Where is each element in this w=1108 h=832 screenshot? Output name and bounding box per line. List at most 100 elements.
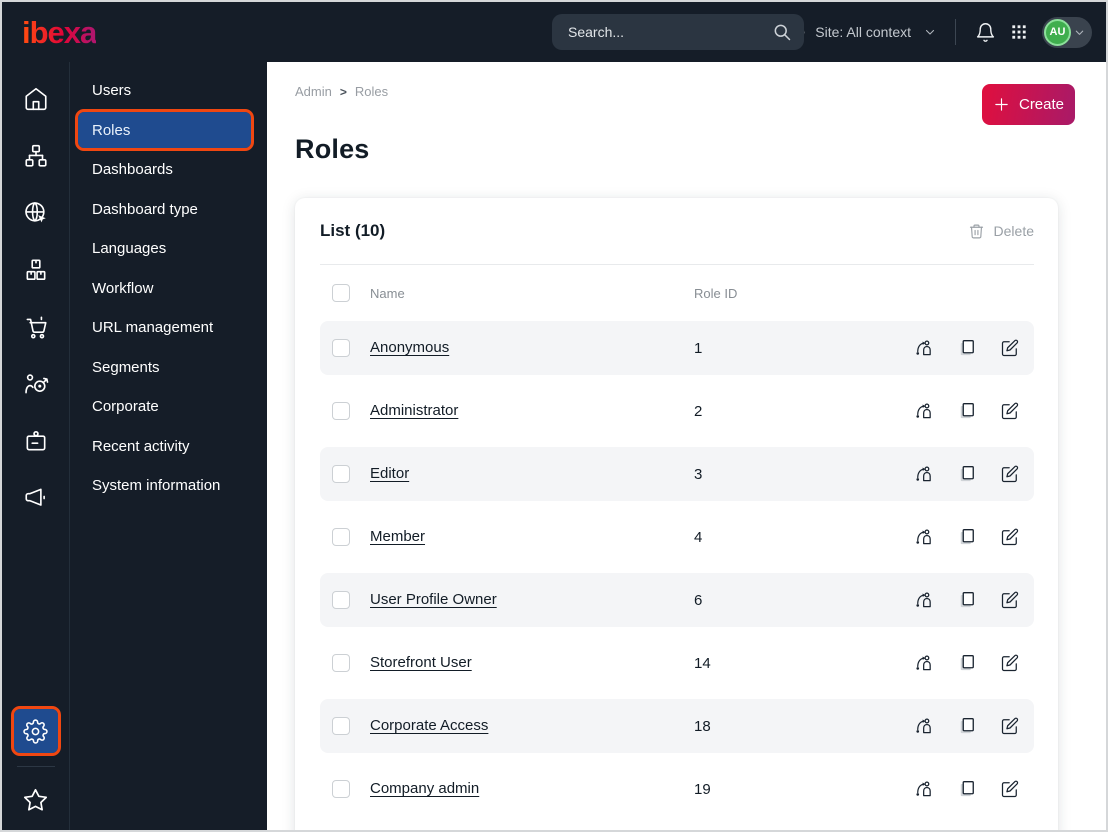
edit-role-button[interactable] [1000,527,1020,547]
sidebar-item-languages[interactable]: Languages [78,231,251,267]
sidebar-item-corporate[interactable]: Corporate [78,389,251,425]
sidebar-item-segments[interactable]: Segments [78,349,251,385]
list-count-title: List (10) [320,221,386,240]
breadcrumb-roles[interactable]: Roles [354,84,389,99]
edit-role-button[interactable] [1000,779,1020,799]
site-context-label: Site: All context [815,24,911,40]
sidebar-item-label: System information [92,477,221,494]
notifications-bell-button[interactable] [975,22,996,43]
assign-users-button[interactable] [914,653,934,673]
row-checkbox[interactable] [332,528,350,546]
assign-users-button[interactable] [914,464,934,484]
sidebar-item-dashboards[interactable]: Dashboards [78,152,251,188]
sidebar-item-recent-activity[interactable]: Recent activity [78,428,251,464]
row-checkbox[interactable] [332,717,350,735]
create-button[interactable]: Create [982,84,1075,125]
row-checkbox[interactable] [332,780,350,798]
table-row: User Profile Owner 6 [320,573,1034,627]
sidebar-item-label: Users [92,82,132,99]
sidebar-item-workflow[interactable]: Workflow [78,270,251,306]
sidebar-item-label: Dashboards [92,161,173,178]
admin-settings-gear-icon[interactable] [10,706,61,756]
role-name-link[interactable]: Editor [370,465,410,482]
sidebar-item-label: Recent activity [92,437,190,455]
assign-users-button[interactable] [914,401,934,421]
row-checkbox[interactable] [332,654,350,672]
column-header-name: Name [370,285,405,301]
edit-role-button[interactable] [1000,653,1020,673]
topbar: ibexa Site: All context [2,2,1106,62]
role-name-link[interactable]: User Profile Owner [370,591,497,608]
row-checkbox[interactable] [332,339,350,357]
copy-role-button[interactable] [957,338,977,358]
assign-users-button[interactable] [914,527,934,547]
select-all-checkbox[interactable] [332,284,350,302]
role-name-link[interactable]: Anonymous [370,339,450,356]
row-checkbox[interactable] [332,465,350,483]
commerce-cart-icon[interactable] [2,298,69,355]
row-checkbox[interactable] [332,402,350,420]
copy-role-button[interactable] [957,527,977,547]
edit-role-button[interactable] [1000,590,1020,610]
audience-target-icon[interactable] [2,355,69,412]
role-name-link[interactable]: Member [370,528,426,545]
edit-role-button[interactable] [1000,716,1020,736]
product-catalog-icon[interactable] [2,241,69,298]
table-row: Corporate Access 18 [320,699,1034,753]
role-id-value: 4 [694,528,703,546]
campaign-megaphone-icon[interactable] [2,469,69,526]
role-name-link[interactable]: Company admin [370,780,480,797]
row-actions [914,653,1020,673]
copy-role-button[interactable] [957,401,977,421]
ibexa-logo[interactable]: ibexa [22,14,97,50]
sidebar-item-label: Dashboard type [92,200,198,218]
copy-role-button[interactable] [957,653,977,673]
plus-icon [993,96,1010,113]
roles-table-body: Anonymous 1 Administrator 2 [320,321,1034,816]
copy-role-button[interactable] [957,464,977,484]
sidebar-item-system-information[interactable]: System information [78,468,251,504]
role-id-value: 2 [694,402,703,420]
assign-users-button[interactable] [914,590,934,610]
site-globe-cursor-icon[interactable] [2,184,69,241]
sidebar-item-dashboard-type[interactable]: Dashboard type [78,191,251,227]
bookmarks-star-icon[interactable] [2,780,69,820]
copy-role-button[interactable] [957,779,977,799]
home-icon[interactable] [2,70,69,127]
app-grid-button[interactable] [1009,22,1029,42]
sidebar-item-users[interactable]: Users [78,73,251,109]
role-name-link[interactable]: Corporate Access [370,717,489,734]
role-name-link[interactable]: Storefront User [370,654,472,671]
assign-users-button[interactable] [914,716,934,736]
customer-portal-badge-icon[interactable] [2,412,69,469]
table-row: Editor 3 [320,447,1034,501]
breadcrumb-admin[interactable]: Admin [295,84,332,99]
table-row: Storefront User 14 [320,636,1034,690]
table-row: Administrator 2 [320,384,1034,438]
assign-users-button[interactable] [914,779,934,799]
card-header: List (10) Delete [320,198,1034,265]
copy-role-button[interactable] [957,716,977,736]
table-row: Anonymous 1 [320,321,1034,375]
search-input[interactable] [552,14,804,50]
content-structure-icon[interactable] [2,127,69,184]
sidebar-item-label: Workflow [92,279,154,297]
sidebar-item-roles[interactable]: Roles [75,109,254,151]
assign-users-button[interactable] [914,338,934,358]
site-context-selector[interactable]: Site: All context [787,23,936,42]
edit-role-button[interactable] [1000,401,1020,421]
delete-button[interactable]: Delete [968,223,1034,240]
main-content: Admin > Roles Create Roles List (10) [267,62,1106,830]
search-icon [772,22,792,42]
edit-role-button[interactable] [1000,464,1020,484]
copy-role-button[interactable] [957,590,977,610]
user-menu[interactable]: AU [1042,16,1092,48]
table-row: Member 4 [320,510,1034,564]
role-name-link[interactable]: Administrator [370,402,459,419]
role-id-value: 18 [694,717,711,735]
sidebar-item-label: Corporate [92,398,159,415]
row-checkbox[interactable] [332,591,350,609]
sidebar-item-url-management[interactable]: URL management [78,310,251,346]
sidebar-menu: Users Roles Dashboards Dashboard type La… [69,62,267,830]
edit-role-button[interactable] [1000,338,1020,358]
